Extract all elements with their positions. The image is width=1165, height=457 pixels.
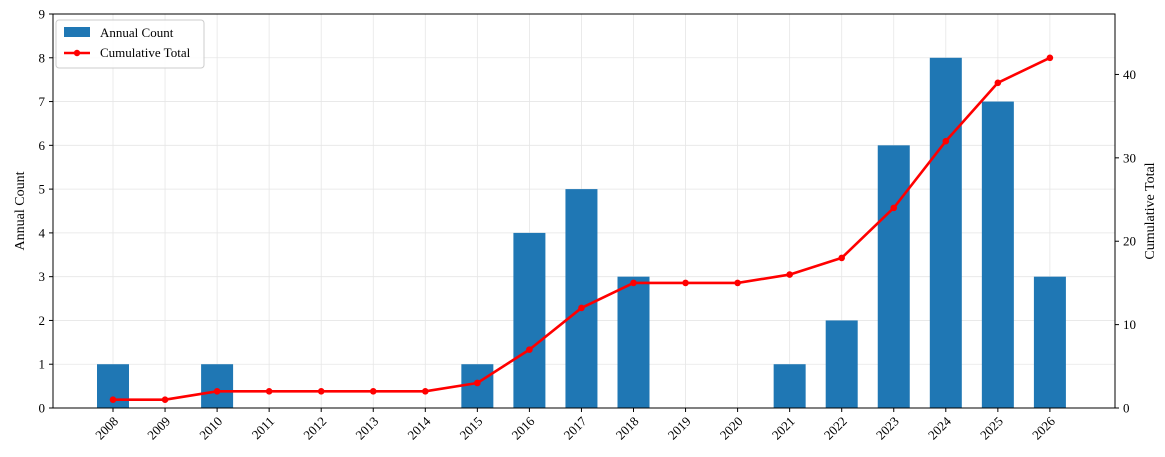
x-tick-label: 2014: [404, 413, 433, 442]
line-point: [838, 254, 845, 262]
x-tick-label: 2013: [352, 414, 381, 443]
line-point: [578, 304, 585, 312]
legend-label-cumulative-total: Cumulative Total: [100, 45, 191, 60]
legend-label-annual-count: Annual Count: [100, 25, 174, 40]
left-tick-label: 4: [39, 225, 46, 240]
line-point: [994, 79, 1002, 87]
line-point: [942, 137, 950, 145]
left-tick-label: 6: [39, 138, 46, 153]
x-tick-label: 2021: [769, 414, 798, 443]
right-tick-label: 0: [1123, 401, 1130, 416]
line-point: [109, 396, 117, 403]
right-tick-label: 40: [1123, 67, 1136, 82]
x-tick-label: 2020: [717, 414, 746, 443]
bar: [773, 364, 806, 408]
x-tick-label: 2022: [821, 414, 850, 443]
x-tick-label: 2019: [665, 414, 694, 443]
bar: [981, 101, 1014, 409]
x-tick-label: 2011: [249, 414, 278, 443]
x-tick-label: 2018: [613, 414, 642, 443]
left-tick-label: 9: [39, 7, 46, 22]
left-axis-title: Annual Count: [13, 171, 28, 250]
line-series-cumulative-total: [109, 54, 1054, 403]
line-point: [786, 271, 793, 278]
left-tick-label: 2: [39, 313, 46, 328]
x-tick-label: 2017: [561, 413, 590, 442]
bar: [201, 364, 234, 408]
left-tick-label: 1: [39, 357, 46, 372]
line-point: [890, 204, 898, 212]
left-tick-label: 5: [39, 182, 46, 197]
line-point: [265, 388, 273, 395]
right-tick-label: 20: [1123, 234, 1136, 249]
line-point: [422, 388, 429, 395]
bar: [565, 189, 598, 408]
x-tick-label: 2025: [977, 414, 1006, 443]
x-tick-label: 2015: [456, 414, 485, 443]
line-point: [474, 379, 481, 387]
legend-swatch-annual-count: [64, 27, 90, 37]
left-tick-label: 8: [39, 50, 46, 65]
line-point: [1046, 54, 1054, 62]
legend-marker-cumulative-total: [73, 49, 81, 57]
line-point: [682, 279, 689, 287]
line-point: [369, 388, 377, 395]
left-tick-label: 7: [39, 94, 46, 109]
x-tick-label: 2024: [925, 413, 954, 442]
bar: [513, 232, 546, 408]
x-tick-label: 2012: [300, 414, 329, 443]
line-point: [317, 388, 325, 395]
bar: [877, 145, 910, 409]
x-tick-label: 2010: [196, 414, 225, 443]
bar: [1033, 276, 1066, 408]
legend-frame: [55, 19, 205, 69]
left-y-axis: 0 1 2 3 4 5 6 7 8 9: [39, 7, 53, 416]
plot-frame: [52, 13, 1116, 409]
line-point: [630, 279, 637, 287]
x-tick-label: 2026: [1029, 413, 1058, 442]
bar: [825, 320, 858, 408]
bar-series-annual-count: [97, 57, 1066, 409]
x-axis: 2008 2009 2010 2011 2012 2013 2014 2015 2016 2017…: [92, 408, 1058, 443]
x-tick-label: 2016: [509, 413, 538, 442]
legend: Annual Count Cumulative Total: [55, 19, 205, 69]
x-tick-label: 2009: [144, 414, 173, 443]
x-tick-label: 2008: [92, 414, 121, 443]
right-tick-label: 30: [1123, 150, 1136, 165]
x-tick-label: 2023: [873, 414, 902, 443]
left-tick-label: 0: [39, 401, 46, 416]
line-point: [213, 388, 221, 395]
bar: [617, 276, 650, 408]
right-tick-label: 10: [1123, 317, 1136, 332]
right-axis-title: Cumulative Total: [1143, 162, 1158, 259]
right-y-axis: 0 10 20 30 40: [1115, 67, 1136, 416]
line-point: [161, 396, 169, 403]
line-point: [526, 346, 533, 353]
line-point: [734, 279, 741, 287]
bar: [929, 57, 962, 409]
left-tick-label: 3: [39, 269, 46, 284]
